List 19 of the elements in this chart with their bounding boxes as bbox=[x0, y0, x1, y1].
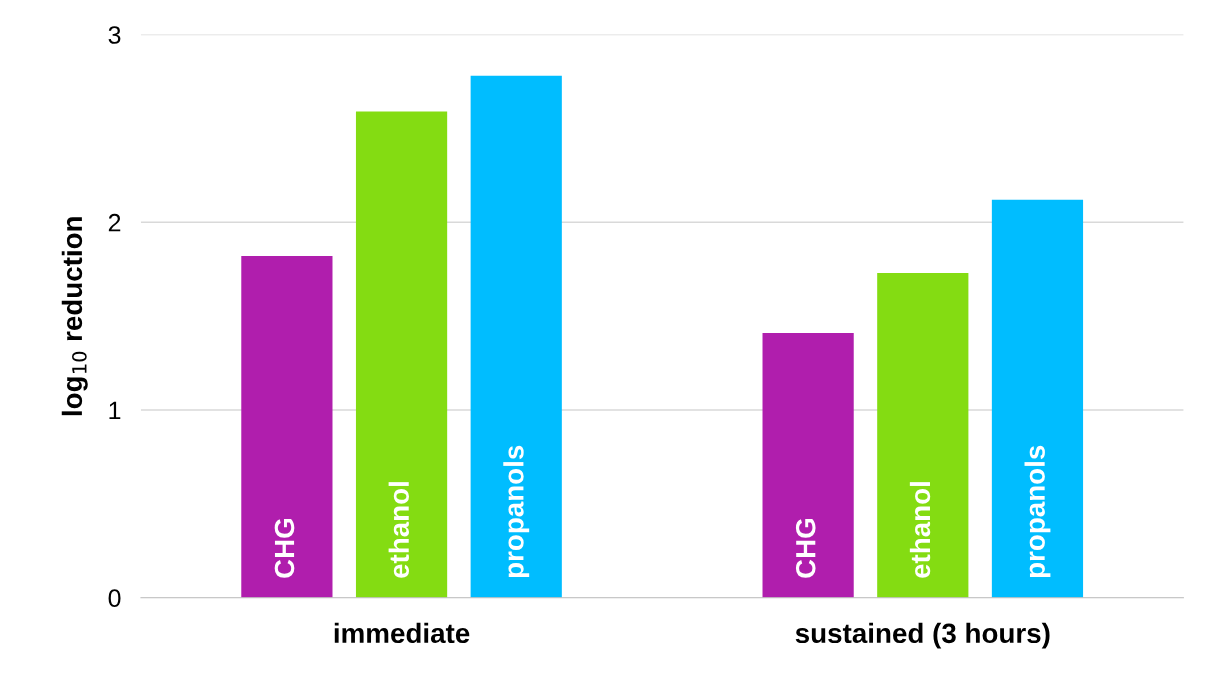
series-label: propanols bbox=[503, 445, 530, 578]
x-tick-label: immediate bbox=[334, 622, 470, 644]
bar bbox=[241, 256, 333, 598]
y-tick-label: 2 bbox=[108, 213, 121, 232]
y-tick-label: 1 bbox=[109, 401, 121, 420]
bar bbox=[991, 199, 1084, 598]
bar bbox=[877, 272, 969, 598]
text: propanols bbox=[1024, 445, 1051, 578]
bar bbox=[470, 75, 562, 598]
y-tick-label: 0 bbox=[108, 589, 121, 608]
y-axis-title: log$_{10}$ reduction bbox=[61, 217, 88, 416]
bar bbox=[355, 111, 448, 598]
text: ethanol bbox=[909, 482, 931, 578]
series-label: CHG bbox=[274, 518, 295, 578]
text: CHG bbox=[795, 518, 816, 578]
bar bbox=[762, 333, 854, 598]
series-label: ethanol bbox=[388, 482, 410, 578]
x-tick-label: sustained (3 hours) bbox=[795, 622, 1050, 649]
y-tick-label: 3 bbox=[108, 26, 121, 44]
